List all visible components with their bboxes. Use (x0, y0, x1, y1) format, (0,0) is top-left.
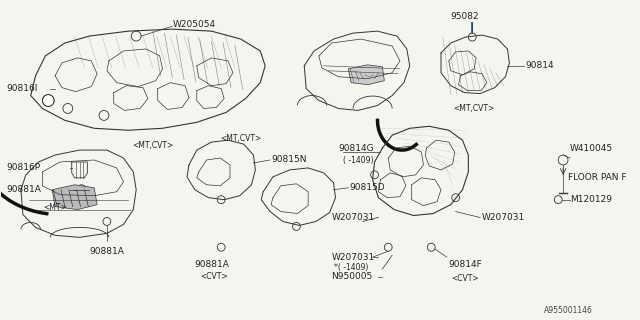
Text: 90814: 90814 (525, 61, 554, 70)
Text: N950005: N950005 (332, 272, 373, 282)
Text: 90881A: 90881A (6, 185, 41, 194)
Text: W207031: W207031 (482, 213, 525, 222)
Text: 90814G: 90814G (339, 144, 374, 153)
Text: ( -1409): ( -1409) (343, 156, 374, 164)
Text: W207031: W207031 (332, 253, 375, 262)
Text: <CVT>: <CVT> (452, 275, 479, 284)
Text: 90816P: 90816P (6, 164, 40, 172)
Text: <MT>: <MT> (44, 203, 67, 212)
Circle shape (44, 97, 52, 105)
Text: <CVT>: <CVT> (200, 272, 228, 282)
Text: M120129: M120129 (570, 195, 612, 204)
Text: FLOOR PAN F: FLOOR PAN F (568, 173, 627, 182)
Text: 90881A: 90881A (195, 260, 230, 268)
Text: W410045: W410045 (570, 144, 613, 153)
Text: A955001146: A955001146 (543, 306, 593, 315)
Text: 90816I: 90816I (6, 84, 38, 93)
Text: <MT,CVT>: <MT,CVT> (132, 140, 173, 150)
Text: W207031: W207031 (332, 213, 375, 222)
Text: 90814F: 90814F (449, 260, 483, 268)
Text: 90881A: 90881A (90, 247, 124, 256)
Text: <MT,CVT>: <MT,CVT> (220, 134, 261, 143)
Text: <MT,CVT>: <MT,CVT> (454, 104, 495, 113)
Polygon shape (52, 185, 97, 210)
Text: W205054: W205054 (172, 20, 216, 29)
Polygon shape (348, 65, 385, 85)
Text: 90815D: 90815D (349, 183, 385, 192)
Text: *( -1409): *( -1409) (333, 263, 368, 272)
Text: 90815N: 90815N (271, 156, 307, 164)
Text: 95082: 95082 (451, 12, 479, 21)
